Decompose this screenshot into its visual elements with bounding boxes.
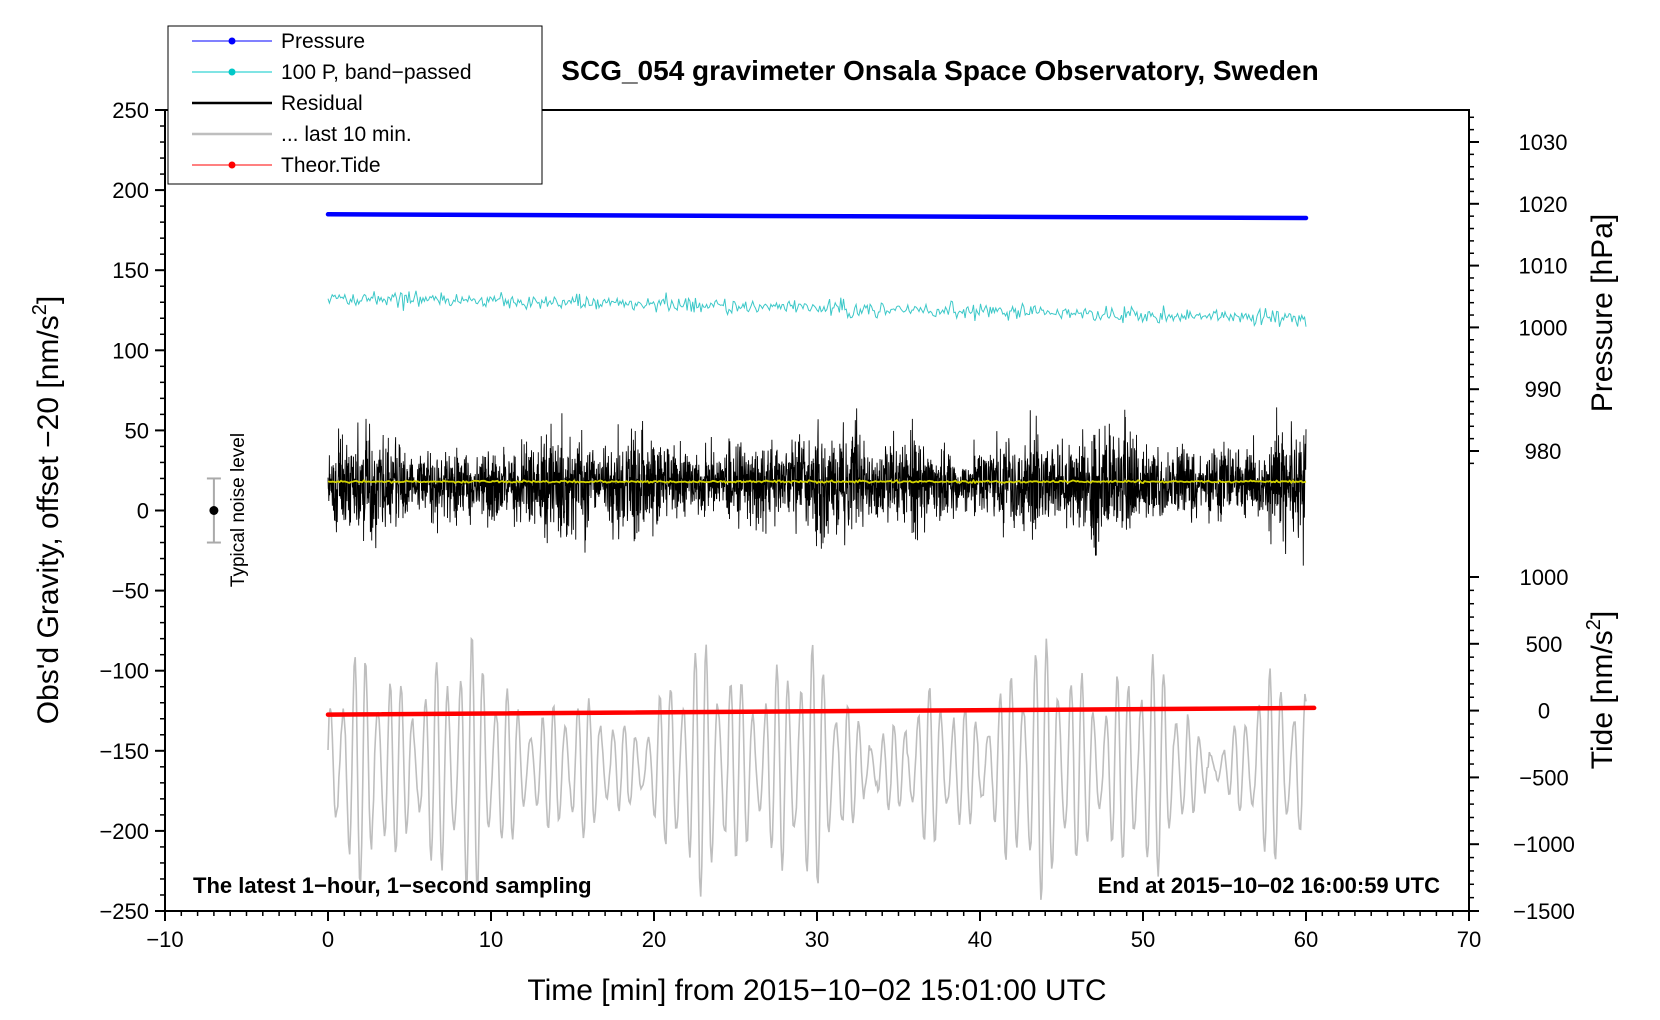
tide-tick-label: 500 <box>1526 632 1563 657</box>
legend-label: Pressure <box>281 30 365 53</box>
series-last-10-min <box>327 636 1307 900</box>
chart-title: SCG_054 gravimeter Onsala Space Observat… <box>561 55 1318 86</box>
y-tick-label: 200 <box>112 178 149 203</box>
tide-tick-label: −1000 <box>1513 832 1575 857</box>
x-axis-label: Time [min] from 2015−10−02 15:01:00 UTC <box>527 974 1106 1007</box>
x-tick-label: 60 <box>1294 927 1318 952</box>
pressure-tick-label: 1020 <box>1519 192 1568 217</box>
pressure-tick-label: 1010 <box>1519 254 1568 279</box>
legend-label: Theor.Tide <box>281 154 381 177</box>
tide-tick-label: 0 <box>1538 699 1550 724</box>
y-tick-label: 100 <box>112 338 149 363</box>
x-tick-label: 30 <box>805 927 829 952</box>
pressure-tick-label: 1030 <box>1519 130 1568 155</box>
legend-box <box>167 25 543 185</box>
noise-label: Typical noise level <box>228 433 249 587</box>
tide-tick-label: 1000 <box>1520 565 1569 590</box>
legend-marker <box>228 68 236 76</box>
series-mean <box>327 479 1307 485</box>
pressure-tick-label: 1000 <box>1519 315 1568 340</box>
series-pressure <box>325 212 1309 221</box>
pressure-tick-label: 980 <box>1525 439 1562 464</box>
legend-marker <box>228 161 236 169</box>
pressure-tick-label: 990 <box>1525 377 1562 402</box>
y-tick-label: −100 <box>99 659 149 684</box>
series-residual <box>327 407 1307 566</box>
x-tick-label: −10 <box>146 927 183 952</box>
legend: Pressure 100 P, band−passed Residual ... la… <box>167 25 543 185</box>
series-theor-tide <box>325 705 1317 717</box>
legend-marker <box>228 37 236 45</box>
legend-label: ... last 10 min. <box>281 123 412 146</box>
y-tick-label: 0 <box>137 499 149 524</box>
y-tick-label: −50 <box>112 579 149 604</box>
y-axis-label-tide: Tide [nm/s2] <box>1583 611 1619 769</box>
y-tick-label: 250 <box>112 98 149 123</box>
legend-label: Residual <box>281 92 363 115</box>
x-axis: −10 0 10 20 30 40 50 60 70 <box>146 911 1481 952</box>
x-tick-label: 70 <box>1457 927 1481 952</box>
noise-dot <box>209 506 219 515</box>
y-tick-label: −250 <box>99 899 149 924</box>
y-tick-label: 150 <box>112 258 149 283</box>
y-axis-left: 250 200 150 100 50 0 −50 −100 −150 −200 −250 <box>99 98 165 924</box>
x-tick-label: 50 <box>1131 927 1155 952</box>
series-bandpassed <box>327 290 1307 328</box>
noise-level-indicator: Typical noise level <box>206 433 249 587</box>
x-tick-label: 0 <box>322 927 334 952</box>
tide-tick-label: −500 <box>1519 765 1569 790</box>
y-tick-label: −200 <box>99 819 149 844</box>
x-tick-label: 10 <box>479 927 503 952</box>
y-tick-label: 50 <box>125 418 149 443</box>
x-tick-label: 20 <box>642 927 666 952</box>
series-layer <box>325 212 1317 900</box>
y-axis-tide: 1000 500 0 −500 −1000 −1500 <box>1469 565 1575 924</box>
y-axis-pressure: 1030 1020 1010 1000 990 980 <box>1469 116 1568 465</box>
annotation-right: End at 2015−10−02 16:00:59 UTC <box>1098 873 1441 898</box>
y-tick-label: −150 <box>99 739 149 764</box>
annotation-left: The latest 1−hour, 1−second sampling <box>193 873 592 898</box>
y-axis-label-main: Obs'd Gravity, offset −20 [nm/s2] <box>29 296 65 724</box>
x-tick-label: 40 <box>968 927 992 952</box>
legend-label: 100 P, band−passed <box>281 61 472 84</box>
tide-tick-label: −1500 <box>1513 899 1575 924</box>
y-axis-label-pressure: Pressure [hPa] <box>1586 214 1619 412</box>
